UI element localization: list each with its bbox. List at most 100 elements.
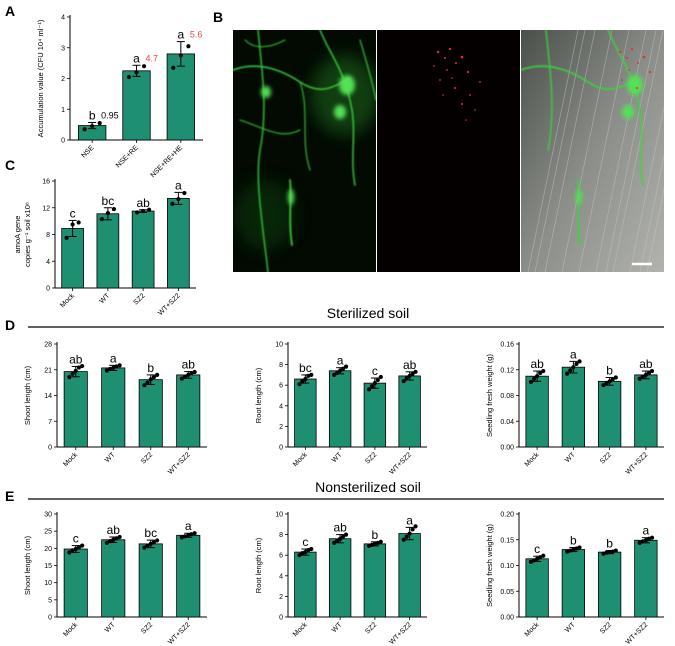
sig-letter-d1-2: b bbox=[147, 361, 154, 375]
data-point-a-1-2 bbox=[141, 64, 147, 69]
data-point-e2-1-0 bbox=[332, 540, 337, 545]
data-point-d1-1-0 bbox=[104, 368, 109, 373]
bar-e3-3 bbox=[634, 539, 658, 618]
data-point-c-2-0 bbox=[135, 210, 140, 215]
y-tick-label-d1-1: 7 bbox=[48, 419, 52, 426]
data-point-e2-0-2 bbox=[303, 550, 308, 555]
x-tick-label-e1-0: Mock bbox=[62, 621, 79, 638]
data-point-e1-3-4 bbox=[192, 531, 197, 536]
y-tick-label-e3-3: 0.15 bbox=[500, 537, 514, 544]
data-point-d2-2-2 bbox=[372, 381, 377, 386]
data-point-a-2-2 bbox=[186, 44, 191, 49]
x-tick-label-c-3: WT+SZ2 bbox=[157, 292, 182, 317]
data-point-e2-1-2 bbox=[338, 536, 343, 541]
data-point-e3-2-4 bbox=[613, 548, 618, 553]
y-tick-label-a-0: 0 bbox=[61, 138, 65, 145]
y-tick-label-d3-2: 0.08 bbox=[500, 393, 514, 400]
data-point-d1-2-2 bbox=[148, 377, 153, 382]
y-tick-label-e2-0: 0 bbox=[279, 615, 283, 622]
data-point-d2-3-2 bbox=[407, 373, 412, 379]
data-point-d2-2-0 bbox=[366, 387, 372, 392]
panel-letter-a: A bbox=[5, 3, 15, 19]
data-point-d1-1-2 bbox=[111, 365, 116, 371]
data-point-d1-3-3 bbox=[189, 370, 194, 376]
bar-c-3 bbox=[167, 197, 190, 289]
sig-letter-c-1: bc bbox=[102, 194, 115, 208]
sig-letter-e1-2: bc bbox=[144, 526, 157, 540]
data-point-e1-2-1 bbox=[145, 543, 150, 548]
sig-letter-e2-2: b bbox=[372, 528, 379, 542]
bar-e3-2 bbox=[597, 551, 622, 618]
bar-e2-0 bbox=[294, 551, 317, 618]
data-point-e1-3-3 bbox=[189, 532, 194, 537]
data-point-e1-1-4 bbox=[117, 534, 122, 540]
y-tick-label-a-4: 4 bbox=[61, 15, 65, 22]
data-point-d1-2-3 bbox=[151, 375, 157, 380]
x-tick-label-d3-1: WT bbox=[564, 451, 577, 464]
data-point-c-1-1 bbox=[105, 211, 110, 216]
bar-d1-0 bbox=[63, 371, 88, 448]
data-point-d1-0-4 bbox=[80, 363, 85, 369]
y-tick-label-e3-0: 0.00 bbox=[500, 615, 514, 622]
y-tick-label-d2-2: 4 bbox=[279, 403, 283, 410]
y-axis-title-d2: Root length (cm) bbox=[254, 367, 263, 423]
x-tick-label-e1-2: SZ2 bbox=[140, 621, 154, 635]
data-point-d1-0-3 bbox=[76, 365, 82, 370]
sig-letter-d1-3: ab bbox=[182, 358, 196, 372]
data-point-e1-1-3 bbox=[114, 536, 119, 541]
y-tick-label-d2-1: 2 bbox=[279, 424, 283, 431]
value-label-a-0: 0.95 bbox=[101, 110, 119, 120]
y-tick-label-d3-1: 0.04 bbox=[500, 419, 514, 426]
x-tick-label-c-0: Mock bbox=[59, 292, 76, 309]
data-point-d3-0-0 bbox=[528, 379, 534, 385]
data-point-e2-3-2 bbox=[407, 531, 412, 536]
data-point-e2-2-4 bbox=[378, 539, 383, 544]
sig-letter-d3-1: a bbox=[570, 347, 577, 361]
sig-letter-e2-3: a bbox=[406, 513, 413, 527]
data-point-a-1-0 bbox=[126, 74, 132, 80]
data-point-d3-1-2 bbox=[571, 365, 576, 370]
data-point-d3-3-2 bbox=[643, 372, 648, 377]
microscopy-green-channel bbox=[233, 30, 376, 272]
bar-d1-3 bbox=[176, 374, 201, 448]
x-tick-label-c-2: SZ2 bbox=[133, 292, 147, 306]
panel-letter-c: C bbox=[5, 157, 15, 173]
bar-e1-2 bbox=[138, 543, 163, 618]
y-tick-label-d2-4: 8 bbox=[279, 362, 283, 369]
y-tick-label-d2-0: 0 bbox=[279, 445, 283, 452]
y-axis-title-e3: Seedling fresh weight (g) bbox=[485, 524, 494, 607]
y-tick-label-d3-4: 0.16 bbox=[500, 342, 514, 349]
data-point-d1-1-1 bbox=[107, 366, 113, 372]
data-point-c-1-0 bbox=[99, 217, 104, 222]
data-point-d1-1-4 bbox=[117, 363, 122, 368]
y-axis-title-c: amoA genecopies g⁻¹ soil x10⁶ bbox=[13, 202, 32, 267]
bar-c-2 bbox=[131, 210, 155, 289]
x-tick-label-d3-0: Mock bbox=[524, 451, 541, 468]
y-tick-label-e2-4: 8 bbox=[279, 532, 283, 539]
y-tick-label-a-2: 2 bbox=[61, 76, 65, 83]
x-tick-label-d3-2: SZ2 bbox=[599, 451, 613, 465]
y-axis-title-line-c-0: amoA gene bbox=[13, 216, 22, 254]
data-point-d2-2-3 bbox=[375, 377, 380, 383]
sig-letter-d3-2: b bbox=[606, 363, 613, 377]
x-tick-label-e1-3: WT+SZ2 bbox=[167, 621, 192, 646]
data-point-e1-2-0 bbox=[142, 545, 147, 550]
data-point-d2-2-4 bbox=[378, 374, 383, 380]
bar-d2-1 bbox=[328, 370, 352, 448]
data-point-d3-3-0 bbox=[637, 376, 642, 381]
y-axis-title-e2: Root length (cm) bbox=[254, 537, 263, 593]
x-tick-label-d1-1: WT bbox=[104, 451, 117, 464]
x-tick-label-a-1: NSE+RE bbox=[115, 144, 140, 169]
data-point-d1-3-1 bbox=[182, 374, 188, 379]
sig-letter-d1-0: ab bbox=[69, 352, 83, 366]
sig-letter-d2-0: bc bbox=[299, 361, 312, 375]
data-point-d2-3-1 bbox=[404, 375, 409, 381]
x-tick-label-e3-2: SZ2 bbox=[599, 621, 613, 635]
y-tick-label-e3-1: 0.05 bbox=[500, 589, 514, 596]
data-point-c-3-2 bbox=[182, 190, 187, 196]
data-point-c-2-2 bbox=[147, 207, 152, 212]
y-tick-label-a-3: 3 bbox=[61, 45, 65, 52]
chart-e-fresh-weight: 0.00 0.05 0.10 0.15 0.20 Seedling fresh weigh… bbox=[485, 512, 664, 646]
data-point-e3-0-4 bbox=[541, 553, 546, 558]
y-tick-label-e1-5: 25 bbox=[44, 529, 52, 536]
